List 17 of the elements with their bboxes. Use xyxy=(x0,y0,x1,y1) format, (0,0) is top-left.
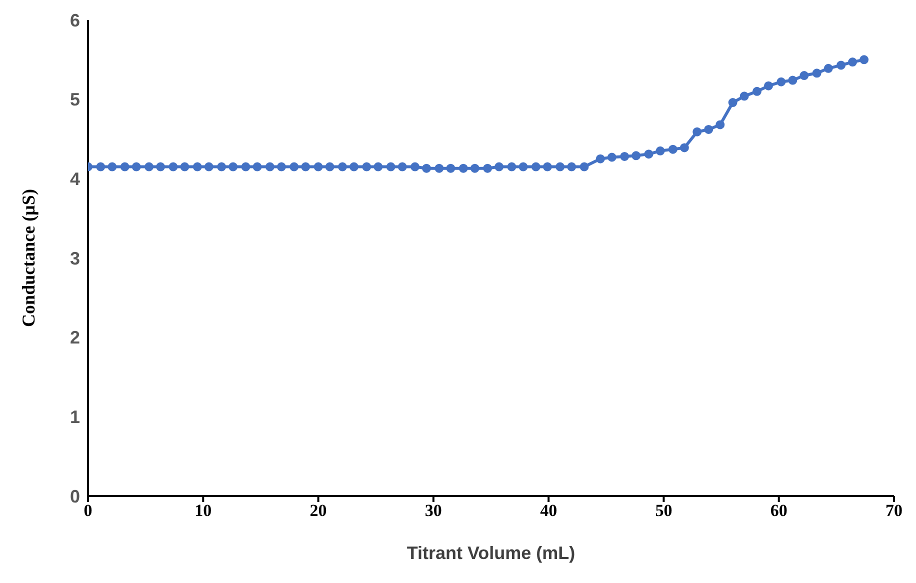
x-tick-label: 10 xyxy=(194,501,212,520)
y-tick-label: 4 xyxy=(70,169,80,190)
x-tick-label: 0 xyxy=(84,501,92,520)
x-tick-label: 30 xyxy=(424,501,442,520)
y-tick-label: 0 xyxy=(70,486,80,506)
x-tick-label: 50 xyxy=(655,501,672,520)
y-tick-label: 5 xyxy=(70,90,80,110)
y-tick-label: 3 xyxy=(70,248,80,268)
y-tick-label: 6 xyxy=(70,10,80,30)
y-axis-title: Conductance (µS) xyxy=(18,189,38,327)
x-tick-label: 20 xyxy=(310,501,327,520)
y-tick-label: 2 xyxy=(70,328,80,348)
x-axis-title: Titrant Volume (mL) xyxy=(406,542,576,563)
y-tick-label: 1 xyxy=(70,407,80,428)
x-tick-label: 60 xyxy=(770,501,788,520)
x-tick-label: 70 xyxy=(886,501,902,520)
x-tick-label: 40 xyxy=(540,501,558,520)
